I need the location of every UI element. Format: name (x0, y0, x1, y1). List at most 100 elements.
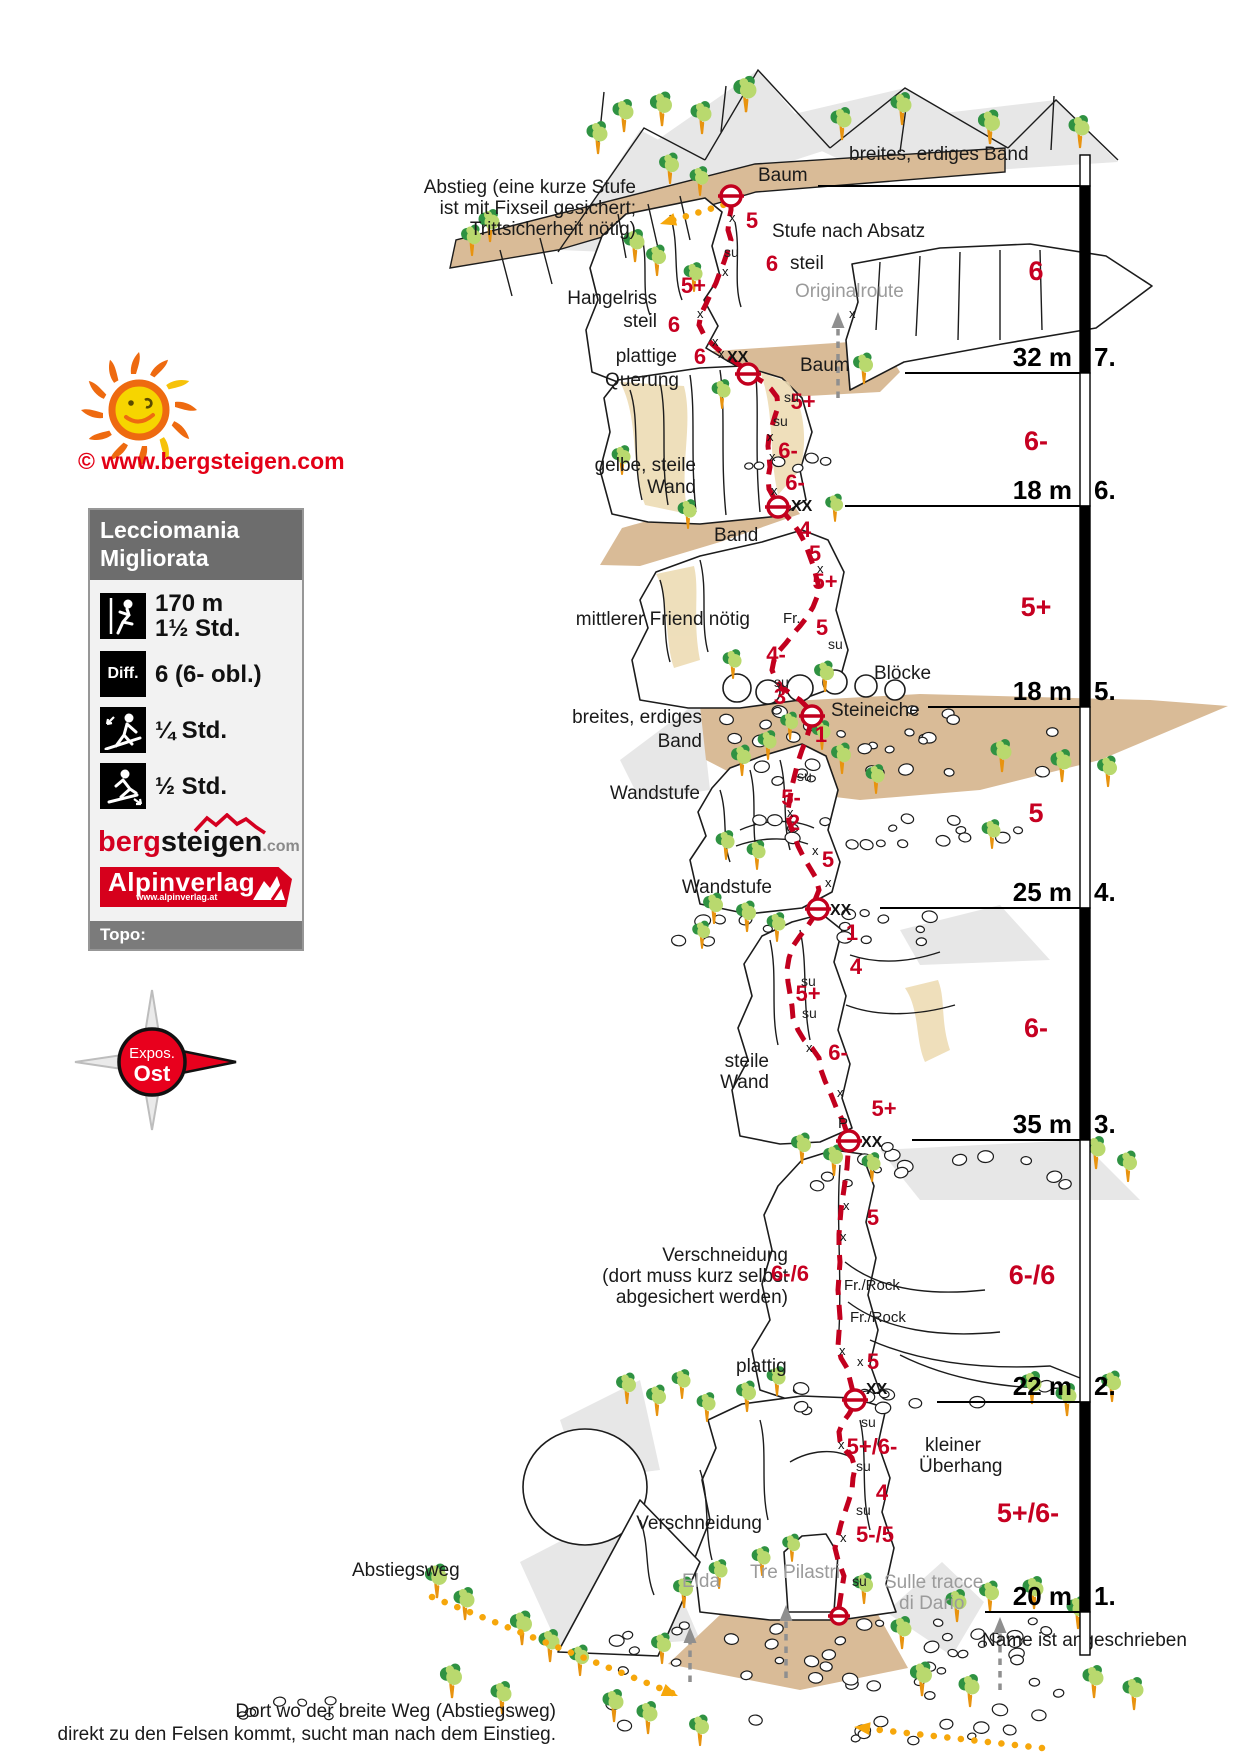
scree-stone (237, 1711, 249, 1720)
scale-seg-6 (1079, 372, 1091, 507)
scree-stone (608, 1634, 625, 1647)
bolt-mark: x (825, 875, 832, 890)
route-info-body: 170 m 1½ Std. Diff. 6 (6- obl.) (90, 580, 302, 921)
tree-icon (757, 730, 777, 760)
anchor-bolts-mark: XX (866, 1381, 888, 1398)
tree-crown (771, 1367, 779, 1376)
topo-label: kleiner (925, 1435, 982, 1456)
tree-crown (736, 746, 744, 755)
route-line (835, 1153, 856, 1393)
pitch-4-length: 25 m (1013, 877, 1072, 907)
tree-crown (696, 922, 704, 930)
topo-label: Blöcke (874, 663, 931, 684)
tree-crown (896, 1618, 904, 1626)
tree-icon (616, 1372, 637, 1405)
tree-crown (515, 1612, 525, 1621)
topo-label: Fr./Rock (844, 1277, 900, 1294)
descent-time: ½ Std. (155, 772, 228, 800)
tree-icon (689, 166, 709, 196)
tree-icon (1050, 749, 1072, 783)
belay-stations (718, 184, 868, 1626)
tree-icon (636, 1701, 658, 1735)
bolt-mark: x (722, 264, 729, 279)
tree-icon (830, 107, 852, 141)
elda-arrow-head-icon (683, 1627, 697, 1643)
scree-stone (836, 931, 853, 944)
pitch-3-length: 35 m (1013, 1109, 1072, 1139)
scree-stone (970, 1628, 985, 1640)
scree-stone (808, 1671, 824, 1684)
tree-crown (629, 231, 637, 239)
scree-stone (772, 706, 782, 715)
tree-crown (1122, 1152, 1130, 1161)
thread-mark: su (774, 674, 789, 690)
scree-stone (946, 815, 961, 826)
abstieg-arrow-top-head-icon (660, 213, 678, 226)
grade-label: 6 (694, 344, 706, 369)
thread-mark: su (784, 389, 799, 405)
route-line (832, 1405, 858, 1609)
scree-stones (237, 452, 1072, 1746)
scree-stone (877, 914, 890, 924)
alpinverlag-name: Alpinverlag (108, 867, 256, 897)
anchor-bolts-mark: XX (830, 902, 852, 919)
tree-icon (439, 1663, 462, 1699)
scree-stone (1034, 765, 1050, 778)
scree-stone (792, 463, 804, 473)
thread-mark: su (724, 244, 739, 260)
topo-label: steil (623, 311, 657, 332)
scree-stone (873, 1715, 889, 1728)
scree-stone (771, 456, 786, 468)
tree-icon (890, 1616, 912, 1650)
thread-mark: su (801, 973, 816, 989)
pitch-2-length: 22 m (1013, 1371, 1072, 1401)
route-grade: 6 (6- obl.) (155, 660, 262, 688)
topo-label: steile (725, 1051, 769, 1072)
bolt-mark: x (712, 334, 719, 349)
thread-mark: su (856, 1458, 871, 1474)
bolt-mark: x (812, 843, 819, 858)
tree-crown (651, 246, 659, 255)
tree-icon (692, 920, 711, 949)
direction-arrows (428, 197, 1046, 1752)
alpinverlag-mountain-icon (253, 876, 285, 901)
tree-crown (608, 1691, 616, 1699)
tree-crown (696, 103, 704, 111)
scree-stone (957, 1649, 969, 1659)
topo-label: mittlerer Friend nötig (576, 609, 750, 630)
tree-icon (651, 1632, 672, 1665)
scale-seg-3 (1079, 907, 1091, 1141)
belay-anchor-icon (718, 184, 744, 208)
approach-time: ¼ Std. (155, 716, 228, 744)
tree-icon (1082, 1665, 1104, 1699)
scree-stone (951, 1153, 968, 1166)
diff-badge-label: Diff. (107, 665, 139, 682)
scree-stone (855, 1618, 873, 1631)
grade-label: 5 (822, 847, 834, 872)
tree-icon (1117, 1150, 1138, 1183)
scree-stone (918, 736, 928, 745)
scree-stone (1045, 727, 1059, 737)
scree-stone (753, 461, 765, 470)
tree-icon (696, 1392, 716, 1422)
scree-stone (857, 743, 873, 755)
tree-crown (870, 765, 878, 774)
grade-label: 3 (774, 684, 786, 709)
topo-label: Fr. (783, 610, 801, 627)
copyright-text: © www.bergsteigen.com (78, 448, 345, 474)
grade-label: 5 (867, 1205, 879, 1230)
grade-label: 1 (815, 722, 827, 747)
topo-label: direkt zu den Felsen kommt, sucht man na… (58, 1724, 556, 1745)
topo-label: Wandstufe (682, 877, 772, 898)
tree-icon (823, 1144, 844, 1177)
tree-icon (659, 152, 680, 185)
grade-label: 4- (766, 642, 786, 667)
pitch-3-number: 3. (1094, 1109, 1116, 1139)
tree-icon (509, 1610, 532, 1646)
belay-anchor-icon (799, 704, 825, 728)
scree-stone (874, 1619, 885, 1627)
topo-label: plattige (616, 346, 677, 367)
route-line (696, 199, 743, 369)
scree-stone (841, 1672, 859, 1686)
